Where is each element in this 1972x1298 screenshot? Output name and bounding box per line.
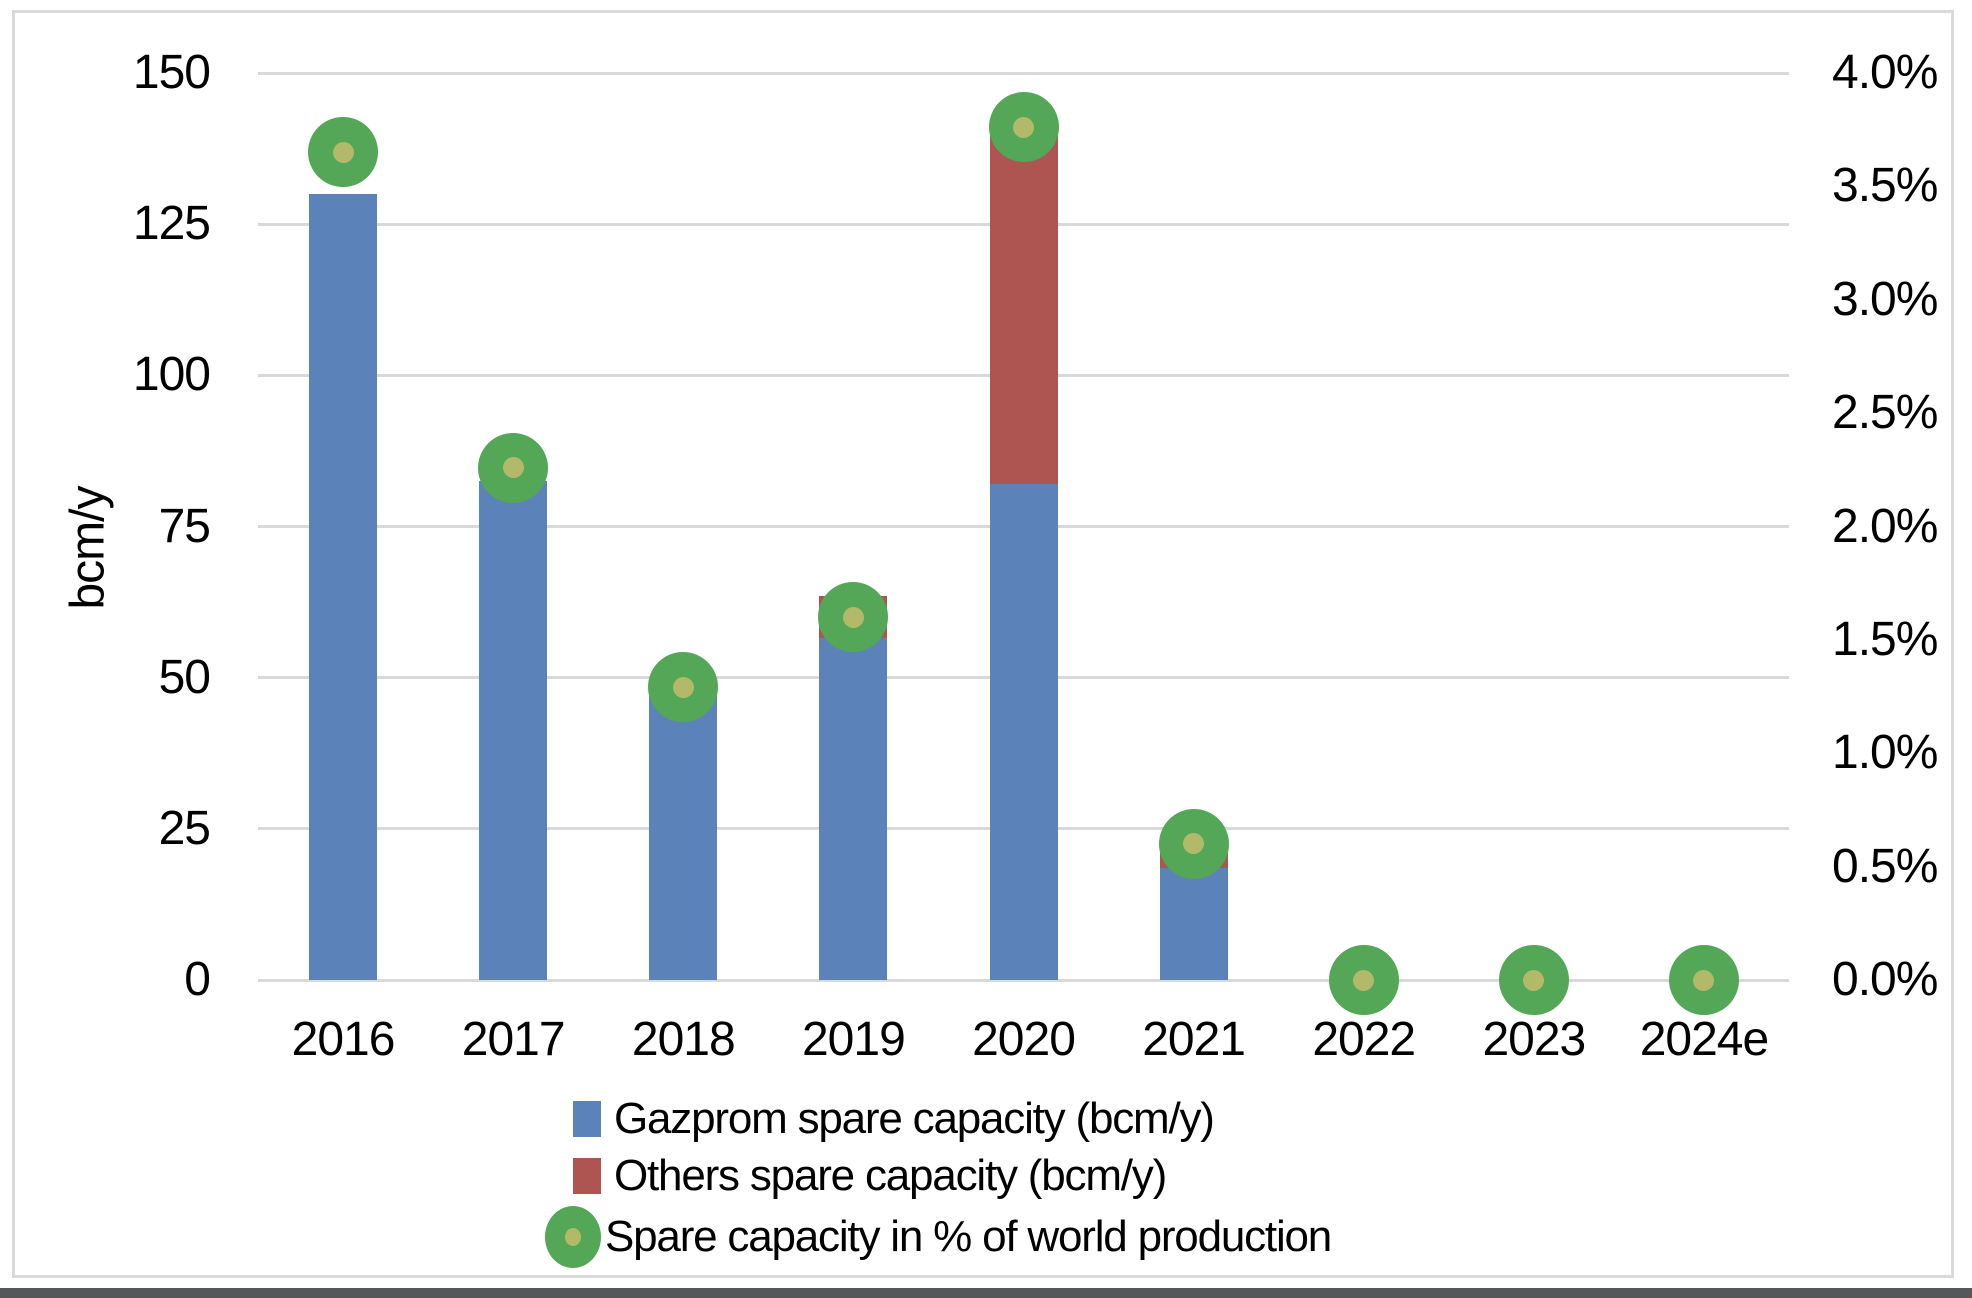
- marker-inner-dot: [502, 457, 524, 479]
- left-axis-tick-label: 75: [158, 499, 211, 553]
- marker-spare-pct-2018: [648, 652, 719, 723]
- right-axis-tick-label: 0.0%: [1832, 953, 1938, 1006]
- marker-inner-dot: [332, 141, 354, 163]
- gridline: [258, 71, 1789, 75]
- left-axis-tick-label: 25: [158, 801, 211, 855]
- marker-spare-pct-2017: [478, 432, 549, 503]
- x-axis-label-2019: 2019: [801, 1013, 906, 1066]
- marker-spare-pct-2020: [988, 92, 1059, 163]
- legend-label-others: Others spare capacity (bcm/y): [614, 1150, 1167, 1200]
- x-axis-label-2021: 2021: [1142, 1013, 1246, 1066]
- marker-spare-pct-2021: [1158, 808, 1229, 879]
- x-axis-label-2024e: 2024e: [1639, 1013, 1769, 1066]
- right-axis-tick-label: 1.0%: [1832, 726, 1938, 780]
- right-axis-tick-label: 0.5%: [1832, 839, 1938, 893]
- left-axis-tick-label: 100: [132, 348, 211, 402]
- x-axis-label-2020: 2020: [972, 1013, 1076, 1066]
- right-axis-tick-label: 3.5%: [1832, 159, 1938, 213]
- right-axis-tick-label: 2.0%: [1832, 499, 1938, 553]
- right-axis-tick-label: 1.5%: [1832, 612, 1938, 666]
- x-axis-label-2018: 2018: [631, 1013, 736, 1066]
- x-axis-label-2016: 2016: [291, 1013, 396, 1066]
- left-axis-tick-label: 150: [132, 46, 211, 99]
- bar-others-2020: [989, 130, 1058, 485]
- legend-label-spare-pct: Spare capacity in % of world production: [605, 1212, 1332, 1261]
- marker-inner-dot: [672, 676, 694, 698]
- gridline: [258, 978, 1789, 982]
- marker-spare-pct-2016: [308, 117, 379, 188]
- marker-inner-dot: [842, 606, 864, 628]
- x-axis-label-2022: 2022: [1312, 1013, 1416, 1066]
- left-axis-tick-label: 50: [158, 650, 211, 704]
- right-axis-tick-label: 4.0%: [1832, 46, 1938, 99]
- marker-inner-dot: [1523, 969, 1545, 991]
- legend-swatch-others: [573, 1157, 601, 1194]
- legend-marker-inner-dot: [565, 1228, 581, 1246]
- bar-gazprom-2021: [1159, 868, 1228, 980]
- x-axis-label-2017: 2017: [461, 1013, 566, 1066]
- marker-spare-pct-2024e: [1668, 945, 1739, 1015]
- left-axis-title: bcm/y: [61, 486, 115, 610]
- marker-inner-dot: [1013, 116, 1034, 138]
- legend: Gazprom spare capacity (bcm/y) Others sp…: [545, 1090, 1332, 1270]
- left-axis-tick-label: 125: [132, 197, 211, 251]
- bar-gazprom-2018: [649, 680, 718, 980]
- right-axis-tick-label: 2.5%: [1832, 386, 1938, 440]
- marker-inner-dot: [1183, 833, 1205, 855]
- x-axis-label-2023: 2023: [1482, 1013, 1586, 1066]
- bar-gazprom-2016: [309, 193, 378, 980]
- marker-spare-pct-2022: [1328, 945, 1399, 1015]
- marker-spare-pct-2023: [1498, 945, 1569, 1015]
- marker-inner-dot: [1353, 969, 1375, 991]
- legend-label-gazprom: Gazprom spare capacity (bcm/y): [614, 1093, 1215, 1143]
- legend-item-spare-pct: Spare capacity in % of world production: [545, 1204, 1332, 1270]
- bar-gazprom-2019: [819, 638, 888, 980]
- bar-gazprom-2020: [989, 484, 1058, 980]
- left-axis-tick-label: 0: [184, 953, 211, 1006]
- marker-inner-dot: [1693, 969, 1715, 991]
- legend-swatch-gazprom: [573, 1100, 601, 1137]
- right-axis-tick-label: 3.0%: [1832, 272, 1938, 326]
- legend-marker-spare-pct-icon: [545, 1206, 601, 1268]
- bottom-window-edge: [0, 1288, 1972, 1298]
- bar-gazprom-2017: [479, 481, 548, 980]
- legend-item-gazprom: Gazprom spare capacity (bcm/y): [573, 1090, 1215, 1147]
- legend-item-others: Others spare capacity (bcm/y): [573, 1147, 1167, 1204]
- marker-spare-pct-2019: [818, 582, 889, 653]
